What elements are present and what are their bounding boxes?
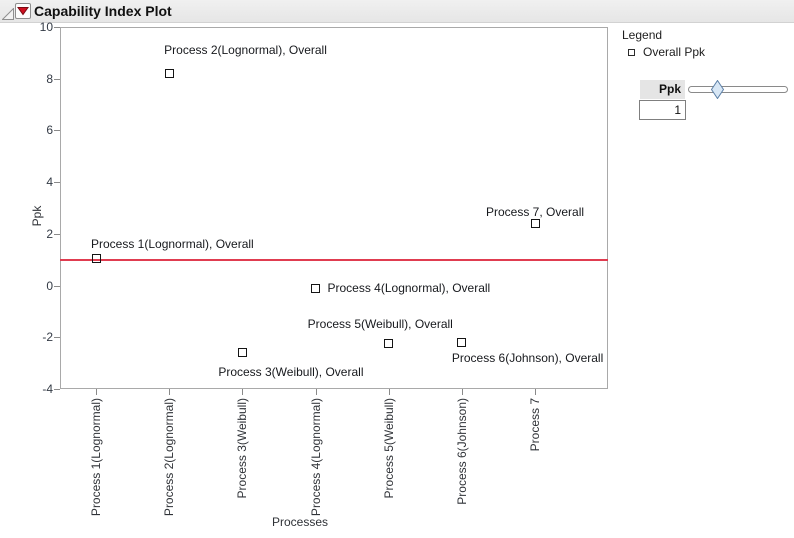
- data-point-label: Process 4(Lognormal), Overall: [327, 281, 491, 296]
- y-axis-tick: [54, 337, 60, 339]
- ppk-slider-label: Ppk: [640, 80, 685, 99]
- x-tick-label: Process 1(Lognormal): [89, 398, 103, 517]
- y-tick-label: -4: [42, 382, 53, 396]
- reference-line: [60, 258, 608, 261]
- y-tick-label: 10: [39, 20, 53, 34]
- data-point-marker[interactable]: [530, 219, 540, 228]
- x-axis-title: Processes: [271, 515, 329, 529]
- x-axis-tick: [315, 389, 317, 395]
- resize-grabber-icon[interactable]: [2, 8, 14, 20]
- red-triangle-menu-button[interactable]: [15, 3, 31, 19]
- y-tick-label: 8: [46, 71, 53, 86]
- capability-index-plot[interactable]: 10 8 6 4 2 0 -2 -4 Process 1(Lognormal) Process 2…: [0, 20, 794, 534]
- x-tick-label: Process 6(Johnson): [454, 398, 469, 505]
- legend-title: Legend: [622, 28, 663, 42]
- red-triangle-icon: [17, 7, 29, 16]
- x-axis-tick: [388, 389, 390, 395]
- data-point-marker[interactable]: [91, 253, 101, 263]
- x-tick-label: Process 7: [528, 398, 543, 452]
- page-title: Capability Index Plot: [34, 3, 172, 19]
- data-point-marker[interactable]: [237, 348, 247, 358]
- data-point-label: Process 7, Overall: [485, 204, 585, 219]
- data-point-marker[interactable]: [384, 339, 394, 349]
- x-axis-tick: [96, 389, 97, 395]
- data-point-marker[interactable]: [311, 283, 320, 293]
- data-point-marker[interactable]: [457, 337, 467, 347]
- y-axis-tick: [54, 182, 60, 184]
- x-tick-label: Process 2(Lognormal): [162, 398, 177, 517]
- x-axis-tick: [535, 389, 537, 395]
- y-axis-title: Ppk: [30, 205, 44, 227]
- y-axis-tick: [54, 389, 60, 390]
- y-axis-tick: [54, 27, 60, 28]
- data-point-marker[interactable]: [164, 69, 174, 79]
- square-outline-marker-icon: [628, 49, 635, 56]
- data-point-label: Process 6(Johnson), Overall: [451, 351, 604, 366]
- data-point-label: Process 3(Weibull), Overall: [218, 364, 364, 379]
- y-axis-tick: [54, 233, 60, 235]
- x-tick-label: Process 5(Weibull): [381, 398, 396, 499]
- outline-titlebar: Capability Index Plot: [0, 0, 794, 23]
- plot-area[interactable]: [60, 27, 608, 389]
- x-axis-tick: [169, 389, 171, 395]
- x-tick-label: Process 3(Weibull): [235, 398, 250, 499]
- y-axis-tick: [54, 78, 60, 80]
- legend-item-label: Overall Ppk: [643, 45, 706, 59]
- x-axis-tick: [461, 389, 463, 395]
- y-tick-label: 0: [46, 278, 53, 293]
- x-axis-tick: [242, 389, 244, 395]
- y-axis-tick: [54, 285, 60, 287]
- ppk-value-input[interactable]: [639, 100, 686, 120]
- ppk-slider-handle[interactable]: [711, 80, 724, 99]
- y-tick-label: 6: [46, 123, 53, 138]
- y-tick-label: 2: [46, 226, 53, 241]
- data-point-label: Process 2(Lognormal), Overall: [164, 42, 327, 57]
- y-tick-label: -2: [42, 330, 53, 345]
- ppk-slider-track[interactable]: [688, 86, 788, 93]
- y-axis-tick: [54, 130, 60, 132]
- data-point-label: Process 5(Weibull), Overall: [307, 316, 453, 331]
- data-point-label: Process 1(Lognormal), Overall: [91, 237, 254, 252]
- y-tick-label: 4: [46, 175, 53, 190]
